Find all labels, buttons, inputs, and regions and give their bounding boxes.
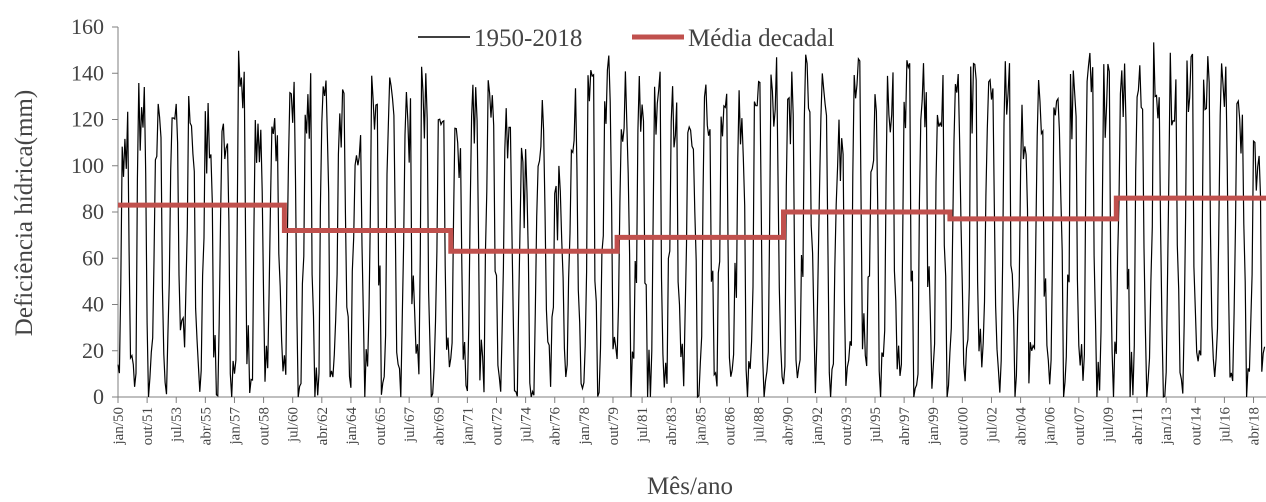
x-tick-label: jan/50 — [111, 407, 127, 446]
x-tick-label: jul/16 — [1217, 407, 1233, 444]
line-1950-2018 — [117, 42, 1266, 399]
x-tick-label: jan/71 — [460, 407, 476, 446]
line-media-decadal — [118, 195, 1266, 254]
x-axis-ticks: jan/50 out/51 jul/53 abr/55 jan/57 out/58 jul/… — [111, 397, 1263, 446]
legend: 1950-2018 Média decadal — [418, 25, 835, 52]
y-tick-label: 20 — [82, 338, 104, 363]
legend-label-media-decadal: Média decadal — [688, 25, 835, 52]
y-tick-label: 100 — [71, 153, 104, 178]
y-tick-label: 160 — [71, 14, 104, 39]
x-tick-label: abr/83 — [664, 407, 680, 445]
x-tick-label: out/93 — [839, 407, 855, 445]
series-media-decadal — [118, 195, 1266, 254]
x-tick-label: abr/62 — [315, 407, 331, 445]
x-tick-label: out/86 — [722, 407, 738, 446]
x-tick-label: jul/95 — [868, 407, 884, 443]
x-tick-label: abr/76 — [548, 407, 564, 446]
x-tick-label: jul/53 — [169, 407, 185, 443]
x-tick-label: jan/99 — [926, 407, 942, 446]
x-tick-label: jul/60 — [286, 407, 302, 443]
axes — [117, 27, 1266, 398]
x-tick-label: jan/92 — [810, 407, 826, 446]
y-tick-label: 40 — [82, 292, 104, 317]
x-tick-label: jul/88 — [752, 407, 768, 443]
x-tick-label: out/00 — [955, 407, 971, 445]
x-tick-label: jan/85 — [693, 407, 709, 446]
x-tick-label: out/07 — [1072, 407, 1088, 446]
x-axis-title: Mês/ano — [647, 473, 733, 500]
y-tick-label: 140 — [71, 60, 104, 85]
x-tick-label: out/79 — [606, 407, 622, 445]
x-tick-label: abr/69 — [431, 407, 447, 445]
x-tick-label: jul/81 — [635, 407, 651, 443]
x-tick-label: jul/02 — [984, 407, 1000, 443]
x-tick-label: abr/18 — [1247, 407, 1263, 445]
y-tick-label: 80 — [82, 199, 104, 224]
series-1950-2018 — [117, 42, 1266, 399]
x-tick-label: out/51 — [140, 407, 156, 445]
y-tick-label: 60 — [82, 245, 104, 270]
x-tick-label: out/65 — [373, 407, 389, 445]
legend-label-1950-2018: 1950-2018 — [474, 25, 582, 52]
x-tick-label: abr/04 — [1014, 407, 1030, 446]
x-tick-label: jan/57 — [227, 407, 243, 446]
x-tick-label: abr/90 — [781, 407, 797, 445]
x-tick-label: abr/55 — [198, 407, 214, 445]
x-tick-label: jan/06 — [1043, 407, 1059, 446]
y-tick-label: 120 — [71, 107, 104, 132]
y-axis-title: Deficiência hídrica(mm) — [11, 90, 38, 336]
x-tick-label: jul/67 — [402, 407, 418, 444]
x-tick-label: abr/97 — [897, 407, 913, 446]
y-axis-ticks: 0 20 40 60 80 100 120 140 160 — [71, 14, 118, 409]
x-tick-label: abr/11 — [1130, 407, 1146, 445]
y-tick-label: 0 — [93, 384, 104, 409]
x-tick-label: out/72 — [490, 407, 506, 445]
x-tick-label: out/58 — [257, 407, 273, 445]
x-tick-label: jul/09 — [1101, 407, 1117, 443]
x-tick-label: jan/13 — [1159, 407, 1175, 446]
x-tick-label: jan/78 — [577, 407, 593, 446]
x-tick-label: jul/74 — [519, 407, 535, 444]
x-tick-label: out/14 — [1188, 407, 1204, 446]
x-tick-label: jan/64 — [344, 407, 360, 446]
